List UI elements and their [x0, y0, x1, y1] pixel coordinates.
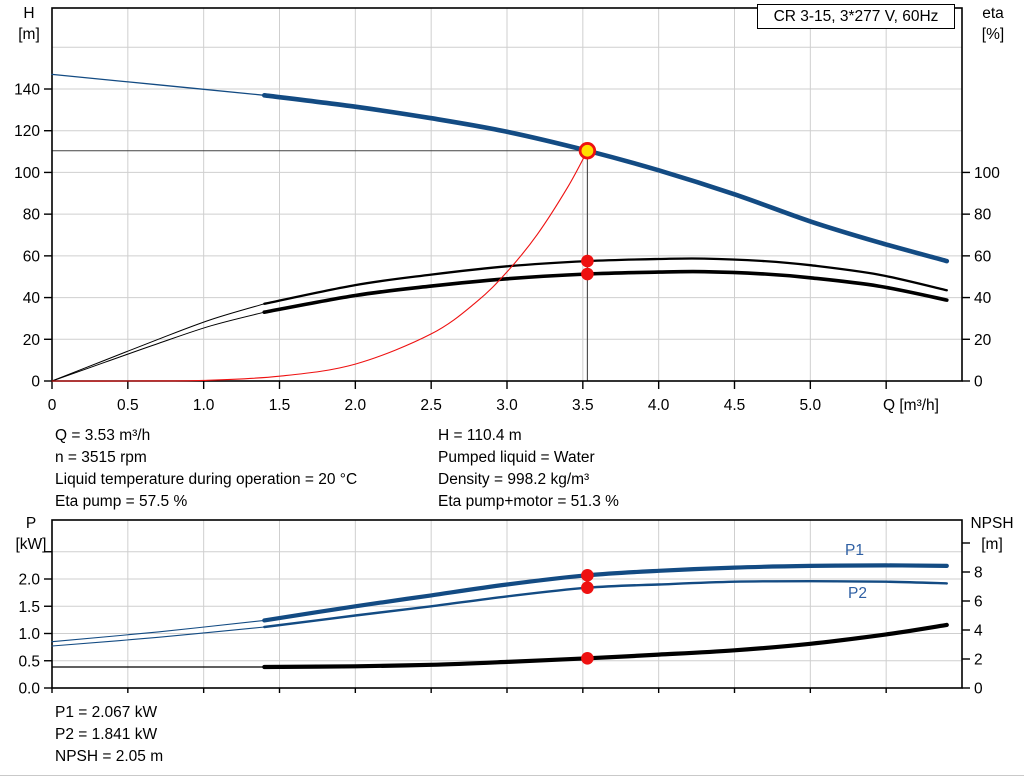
npsh-axis-label: NPSH [m] [962, 513, 1022, 555]
npsh-axis-label-line1: NPSH [970, 515, 1014, 532]
annotation-rpm: n = 3515 rpm [55, 449, 147, 466]
tick-label: 120 [14, 123, 40, 140]
duty-marker-dot [581, 254, 594, 268]
tick-label: 2.0 [18, 572, 40, 589]
tick-label: 0 [48, 397, 57, 414]
tick-label: 60 [23, 248, 41, 265]
tick-label: 4.5 [724, 397, 746, 414]
tick-label: 1.5 [18, 599, 40, 616]
tick-label: 20 [974, 332, 992, 349]
h-axis-label: H [m] [6, 3, 52, 45]
annotation-npsh: NPSH = 2.05 m [55, 748, 164, 765]
tick-label: 80 [23, 207, 41, 224]
annotation-density: Density = 998.2 kg/m³ [438, 471, 590, 488]
duty-annotations-left: Q = 3.53 m³/h n = 3515 rpm Liquid temper… [55, 425, 357, 513]
duty-marker-dot [581, 581, 594, 594]
tick-label: 0.5 [18, 653, 40, 670]
tick-label: 2.0 [345, 397, 367, 414]
tick-label: 100 [974, 165, 1000, 182]
annotation-p1: P1 = 2.067 kW [55, 704, 158, 721]
tick-label: 100 [14, 165, 40, 182]
tick-label: 3.5 [572, 397, 594, 414]
tick-label: 5.0 [800, 397, 822, 414]
tick-label: 80 [974, 207, 992, 224]
tick-label: 0.0 [18, 681, 40, 698]
tick-label: 4.0 [648, 397, 670, 414]
pump-title-box: CR 3-15, 3*277 V, 60Hz [757, 4, 955, 29]
npsh-axis-label-line2: [m] [981, 536, 1003, 553]
duty-marker-dot [581, 267, 594, 281]
p1-curve [51, 563, 949, 643]
head-curve [51, 73, 950, 264]
annotation-q: Q = 3.53 m³/h [55, 427, 151, 444]
annotation-h: H = 110.4 m [438, 427, 522, 444]
tick-label: 40 [23, 290, 41, 307]
duty-marker-dot [581, 651, 594, 665]
eta-axis-label-line2: [%] [981, 26, 1005, 43]
p-axis-label-line2: [kW] [15, 536, 47, 553]
annotation-liquid-temp: Liquid temperature during operation = 20… [55, 471, 358, 488]
h-axis-label-line2: [m] [18, 26, 40, 43]
annotation-eta-pump-motor: Eta pump+motor = 51.3 % [438, 493, 619, 510]
p1-curve-label: P1 [845, 542, 864, 559]
annotation-pumped-liquid: Pumped liquid = Water [438, 449, 595, 466]
tick-label: 40 [974, 290, 992, 307]
tick-label: 4 [974, 623, 983, 640]
tick-label: 140 [14, 82, 40, 99]
tick-label: 2 [974, 652, 983, 669]
p-axis-label: P [kW] [8, 513, 54, 555]
duty-curve [51, 150, 588, 382]
power-npsh-chart: 0.0 0.5 1.0 1.5 2.0 0 2 4 6 8 [18, 519, 983, 698]
tick-label: 1.0 [193, 397, 215, 414]
eta-axis-label-line1: eta [982, 5, 1004, 22]
tick-label: 0 [31, 374, 40, 391]
tick-label: 20 [23, 332, 41, 349]
q-axis-label: Q [m³/h] [883, 397, 939, 414]
tick-label: 6 [974, 594, 983, 611]
tick-label: 1.5 [269, 397, 291, 414]
p2-curve-label: P2 [848, 585, 867, 602]
duty-marker-dot [581, 569, 594, 582]
p-axis-label-line1: P [25, 515, 37, 532]
tick-label: 0 [974, 374, 983, 391]
qh-eta-chart: 0 0.5 1.0 1.5 2.0 2.5 3.0 3.5 4.0 4.5 5.0 0 20 40 60 80… [14, 7, 1000, 414]
p2-curve [51, 580, 948, 647]
tick-label: 0 [974, 681, 983, 698]
npsh-curve [51, 622, 949, 670]
eta-pump-motor-curve [51, 269, 949, 382]
tick-label: 1.0 [18, 626, 40, 643]
eta-pump-curve [51, 257, 948, 382]
tick-label: 8 [974, 565, 983, 582]
annotation-eta-pump: Eta pump = 57.5 % [55, 493, 188, 510]
tick-label: 60 [974, 248, 992, 265]
annotation-p2: P2 = 1.841 kW [55, 726, 158, 743]
tick-label: 3.0 [496, 397, 518, 414]
tick-label: 2.5 [420, 397, 442, 414]
eta-axis-label: eta [%] [966, 3, 1020, 45]
tick-label: 0.5 [117, 397, 139, 414]
h-axis-label-line1: H [23, 5, 35, 22]
result-annotations: P1 = 2.067 kW P2 = 1.841 kW NPSH = 2.05 … [55, 702, 163, 768]
operating-point[interactable] [578, 142, 597, 160]
duty-annotations-right: H = 110.4 m Pumped liquid = Water Densit… [438, 425, 619, 513]
bottom-divider [0, 775, 1024, 776]
